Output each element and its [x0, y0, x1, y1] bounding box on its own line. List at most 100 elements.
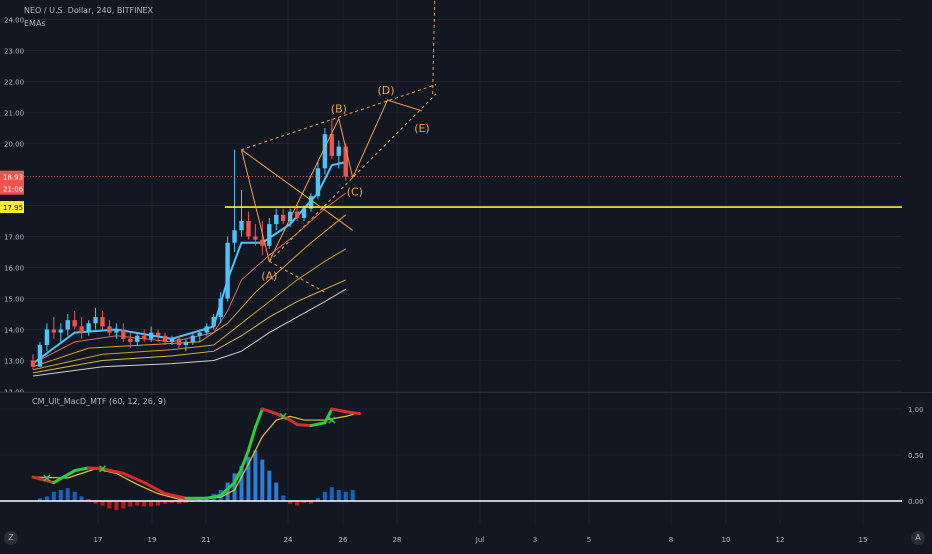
time-tick-label: Jul	[475, 536, 485, 544]
candle-body	[204, 326, 209, 333]
time-tick-label: 5	[587, 536, 591, 544]
wave-path	[241, 99, 423, 263]
candle-body	[65, 320, 70, 330]
ema-line	[32, 161, 346, 365]
price-axis-bg	[902, 0, 932, 392]
macd-legend[interactable]: CM_Ult_MacD_MTF (60, 12, 26, 9)	[32, 397, 167, 406]
macd-pane[interactable]: 1.00 0.50 0.00 CM_Ult_MacD_MTF (60, 12, 26…	[0, 393, 932, 525]
time-tick-label: 24	[284, 536, 293, 544]
macd-line-segment	[52, 469, 77, 485]
price-tick-label: 24.00	[4, 17, 24, 25]
candle-body	[281, 214, 286, 221]
level-price-tag	[0, 201, 24, 214]
time-tick-label: 10	[722, 536, 731, 544]
price-tick-label: 22.00	[4, 79, 24, 87]
macd-histogram-bar	[163, 501, 168, 504]
candle-body	[308, 196, 314, 209]
ema-line	[32, 214, 347, 368]
time-tick-label: 19	[148, 536, 157, 544]
macd-tick-label: 0.00	[908, 498, 924, 506]
candle-body	[260, 239, 265, 246]
macd-histogram-bar	[72, 491, 77, 501]
time-tick-label: 3	[533, 536, 537, 544]
macd-histogram-bar	[44, 496, 49, 501]
cross-marker	[98, 465, 107, 473]
macd-histogram-bar	[197, 499, 202, 501]
macd-line-segment	[73, 466, 91, 473]
last-price-tag	[0, 170, 24, 195]
macd-histogram-bar	[315, 498, 320, 501]
macd-histogram-bar	[156, 501, 161, 506]
macd-line-segment	[205, 493, 223, 500]
price-tick-label: 21.00	[4, 110, 24, 118]
time-tick-label: 21	[202, 536, 211, 544]
macd-line-segment	[219, 481, 237, 497]
candle-body	[197, 332, 202, 336]
price-tick-label: 17.00	[4, 234, 24, 242]
macd-histogram-bar	[253, 450, 258, 501]
macd-histogram-bar	[86, 499, 91, 501]
candle-body	[294, 211, 300, 218]
macd-histogram-bar	[329, 487, 334, 501]
macd-axis-bg	[902, 393, 932, 525]
macd-histogram-bar	[176, 501, 181, 504]
macd-histogram-bar	[274, 482, 279, 501]
macd-histogram-bar	[232, 473, 237, 501]
macd-histogram-bar	[135, 501, 140, 506]
wave-vertical	[432, 0, 436, 94]
macd-histogram-bar	[65, 488, 70, 501]
zoom-button[interactable]: Z	[4, 531, 18, 545]
candle-body	[211, 317, 216, 327]
last-price-tag-countdown: 21:06	[3, 186, 24, 194]
macd-line-segment	[31, 475, 56, 485]
wave-label: (C)	[347, 186, 363, 199]
candle-body	[239, 221, 244, 231]
candle-body	[155, 332, 161, 336]
macd-histogram-bar	[309, 501, 313, 504]
time-axis[interactable]: 17 19 21 24 26 28 Jul 3 5 8 10 12 15 Z A	[0, 526, 932, 550]
time-tick-label: 28	[393, 536, 402, 544]
macd-histogram-bar	[350, 489, 355, 501]
candle-body	[246, 221, 251, 237]
time-tick-label: 15	[859, 536, 868, 544]
macd-histogram-bar	[170, 501, 174, 503]
macd-histogram-bar	[142, 501, 147, 507]
macd-line-segment	[246, 425, 257, 452]
macd-histogram-bar	[225, 482, 230, 501]
candle-body	[58, 329, 63, 333]
auto-scale-button[interactable]: A	[911, 531, 925, 545]
macd-histogram-bar	[239, 466, 244, 501]
symbol-legend[interactable]: NEO / U.S. Dollar, 240, BITFINEX	[24, 6, 154, 15]
macd-histogram-bar	[302, 501, 307, 503]
candle-body	[100, 317, 105, 327]
wave-label: (B)	[331, 103, 347, 116]
macd-line-segment	[323, 407, 334, 425]
candle-body	[176, 338, 182, 345]
macd-line-segment	[87, 466, 104, 471]
candle-body	[183, 341, 189, 345]
ema-legend[interactable]: EMAs	[24, 19, 46, 28]
price-chart-pane[interactable]: 24.0023.0022.0021.0020.0018.0017.0016.00…	[0, 0, 932, 397]
candle-body	[343, 146, 348, 177]
candle-body	[253, 236, 258, 240]
cross-marker	[279, 412, 287, 420]
candle-body	[44, 329, 50, 345]
macd-line-segment	[142, 481, 167, 496]
candle-body	[128, 338, 133, 342]
pane-separator[interactable]	[0, 392, 932, 393]
price-chart[interactable]: 24.0023.0022.0021.0020.0018.0017.0016.00…	[0, 0, 932, 397]
macd-line-segment	[101, 467, 125, 475]
macd-histogram-bar	[322, 491, 327, 501]
macd-line-segment	[295, 423, 313, 428]
macd-histogram-bar	[183, 501, 188, 503]
macd-histogram-bar	[336, 489, 341, 501]
candle-body	[329, 134, 335, 156]
price-tick-label: 14.00	[4, 327, 24, 335]
time-tick-label: 12	[776, 536, 785, 544]
cross-marker	[328, 416, 336, 424]
candle-body	[121, 329, 126, 339]
macd-chart[interactable]: 1.00 0.50 0.00	[0, 393, 932, 525]
macd-histogram-bar	[260, 459, 265, 501]
last-price-tag-text: 18.93	[3, 174, 23, 182]
ema-line	[32, 288, 347, 377]
